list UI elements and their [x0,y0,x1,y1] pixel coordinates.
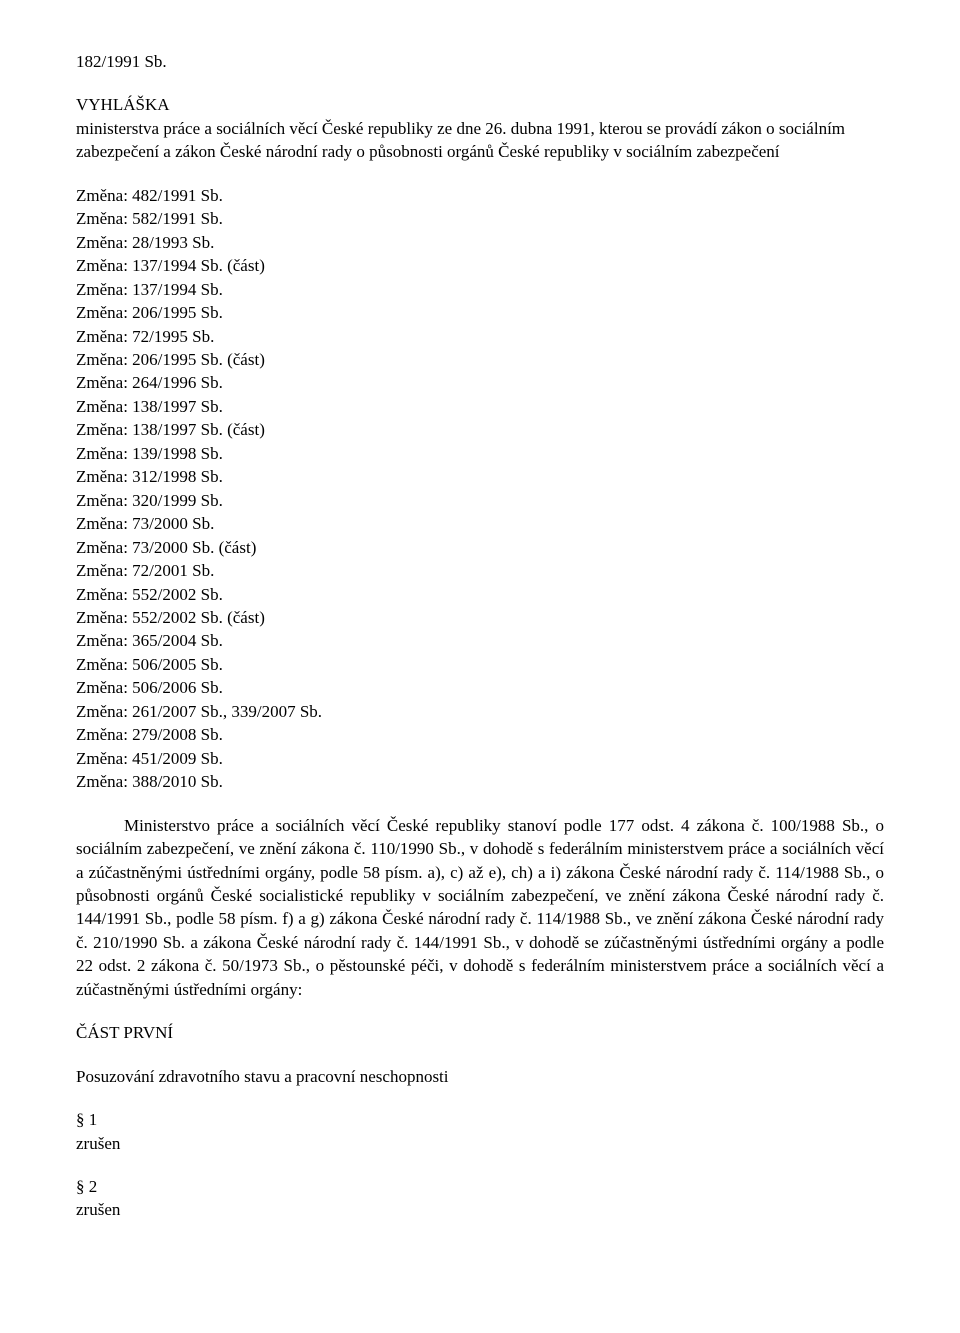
amendment-line: Změna: 388/2010 Sb. [76,770,884,793]
decree-title: VYHLÁŠKA [76,93,884,116]
law-number: 182/1991 Sb. [76,50,884,73]
amendment-line: Změna: 72/2001 Sb. [76,559,884,582]
amendment-line: Změna: 139/1998 Sb. [76,442,884,465]
amendment-line: Změna: 138/1997 Sb. (část) [76,418,884,441]
amendment-line: Změna: 138/1997 Sb. [76,395,884,418]
preamble-text: Ministerstvo práce a sociálních věcí Čes… [76,816,884,999]
amendments-list: Změna: 482/1991 Sb. Změna: 582/1991 Sb. … [76,184,884,794]
amendment-line: Změna: 279/2008 Sb. [76,723,884,746]
section-1: § 1 zrušen [76,1108,884,1155]
amendment-line: Změna: 312/1998 Sb. [76,465,884,488]
amendment-line: Změna: 264/1996 Sb. [76,371,884,394]
amendment-line: Změna: 482/1991 Sb. [76,184,884,207]
amendment-line: Změna: 451/2009 Sb. [76,747,884,770]
decree-issuer: ministerstva práce a sociálních věcí Čes… [76,117,884,164]
amendment-line: Změna: 320/1999 Sb. [76,489,884,512]
amendment-line: Změna: 72/1995 Sb. [76,325,884,348]
part-label: ČÁST PRVNÍ [76,1021,884,1044]
amendment-line: Změna: 506/2006 Sb. [76,676,884,699]
part-title-block: Posuzování zdravotního stavu a pracovní … [76,1065,884,1088]
amendment-line: Změna: 206/1995 Sb. [76,301,884,324]
amendment-line: Změna: 506/2005 Sb. [76,653,884,676]
document-page: 182/1991 Sb. VYHLÁŠKA ministerstva práce… [0,0,960,1262]
amendment-line: Změna: 261/2007 Sb., 339/2007 Sb. [76,700,884,723]
amendment-line: Změna: 552/2002 Sb. [76,583,884,606]
part-heading: ČÁST PRVNÍ [76,1021,884,1044]
amendment-line: Změna: 137/1994 Sb. [76,278,884,301]
amendment-line: Změna: 206/1995 Sb. (část) [76,348,884,371]
title-block: VYHLÁŠKA ministerstva práce a sociálních… [76,93,884,163]
section-number: § 2 [76,1175,884,1198]
section-2: § 2 zrušen [76,1175,884,1222]
amendment-line: Změna: 365/2004 Sb. [76,629,884,652]
amendment-line: Změna: 28/1993 Sb. [76,231,884,254]
preamble-paragraph: Ministerstvo práce a sociálních věcí Čes… [76,814,884,1002]
amendment-line: Změna: 552/2002 Sb. (část) [76,606,884,629]
section-status: zrušen [76,1132,884,1155]
part-title: Posuzování zdravotního stavu a pracovní … [76,1065,884,1088]
amendment-line: Změna: 582/1991 Sb. [76,207,884,230]
amendment-line: Změna: 73/2000 Sb. (část) [76,536,884,559]
amendment-line: Změna: 73/2000 Sb. [76,512,884,535]
header-block: 182/1991 Sb. [76,50,884,73]
section-number: § 1 [76,1108,884,1131]
amendment-line: Změna: 137/1994 Sb. (část) [76,254,884,277]
section-status: zrušen [76,1198,884,1221]
